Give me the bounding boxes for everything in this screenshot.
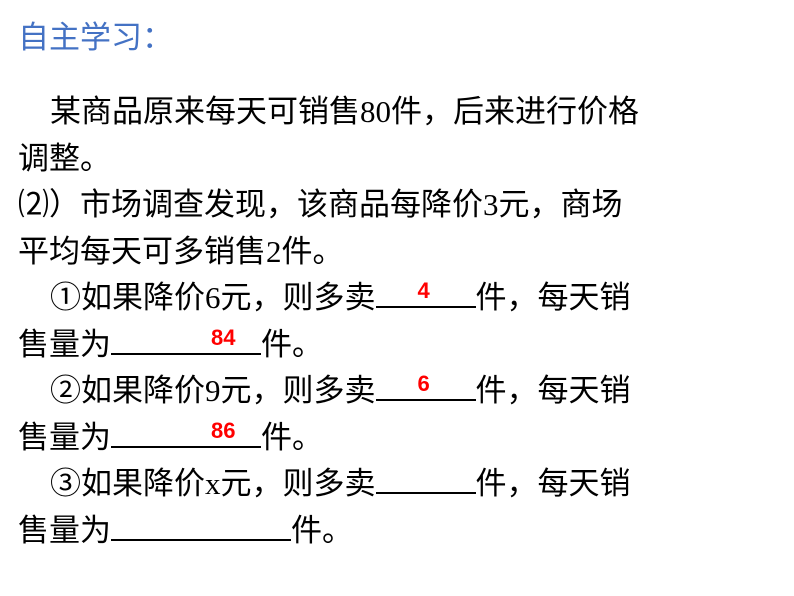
answer-4: 86: [211, 414, 235, 447]
answer-3: 6: [418, 367, 430, 400]
q3-end: 售量为: [18, 513, 111, 548]
blank-6: [111, 511, 291, 541]
q3-tail: 件。: [291, 513, 353, 548]
intro-line-2: 调整。: [18, 136, 776, 183]
q3-mid: 件，每天销: [476, 466, 631, 501]
blank-3: 6: [376, 371, 476, 401]
q1-mid: 件，每天销: [476, 280, 631, 315]
q2-prefix: ②如果降价9元，则多卖: [50, 373, 376, 408]
slide-container: 自主学习： 某商品原来每天可销售80件，后来进行价格 调整。 ⑵）市场调查发现，…: [0, 0, 794, 566]
q1-end: 售量为: [18, 327, 111, 362]
context-line-1: ⑵）市场调查发现，该商品每降价3元，商场: [18, 182, 776, 229]
blank-5: [376, 464, 476, 494]
question-2-line-2: 售量为86件。: [18, 415, 776, 462]
context-line-2: 平均每天可多销售2件。: [18, 229, 776, 276]
blank-2: 84: [111, 325, 261, 355]
question-3-line-1: ③如果降价x元，则多卖 件，每天销: [18, 461, 776, 508]
answer-2: 84: [211, 321, 235, 354]
question-2-line-1: ②如果降价9元，则多卖6件，每天销: [18, 368, 776, 415]
section-title: 自主学习：: [18, 12, 776, 57]
text-line1: 某商品原来每天可销售80件，后来进行价格: [50, 94, 639, 129]
q2-end: 售量为: [18, 420, 111, 455]
blank-1: 4: [376, 278, 476, 308]
problem-text: 某商品原来每天可销售80件，后来进行价格 调整。 ⑵）市场调查发现，该商品每降价…: [18, 89, 776, 554]
intro-line-1: 某商品原来每天可销售80件，后来进行价格: [18, 89, 776, 136]
q1-prefix: ①如果降价6元，则多卖: [50, 280, 376, 315]
question-1-line-1: ①如果降价6元，则多卖4件，每天销: [18, 275, 776, 322]
q2-mid: 件，每天销: [476, 373, 631, 408]
blank-4: 86: [111, 418, 261, 448]
q1-tail: 件。: [261, 327, 323, 362]
question-1-line-2: 售量为84件。: [18, 322, 776, 369]
question-3-line-2: 售量为 件。: [18, 508, 776, 555]
answer-1: 4: [418, 274, 430, 307]
q3-prefix: ③如果降价x元，则多卖: [50, 466, 376, 501]
q2-tail: 件。: [261, 420, 323, 455]
